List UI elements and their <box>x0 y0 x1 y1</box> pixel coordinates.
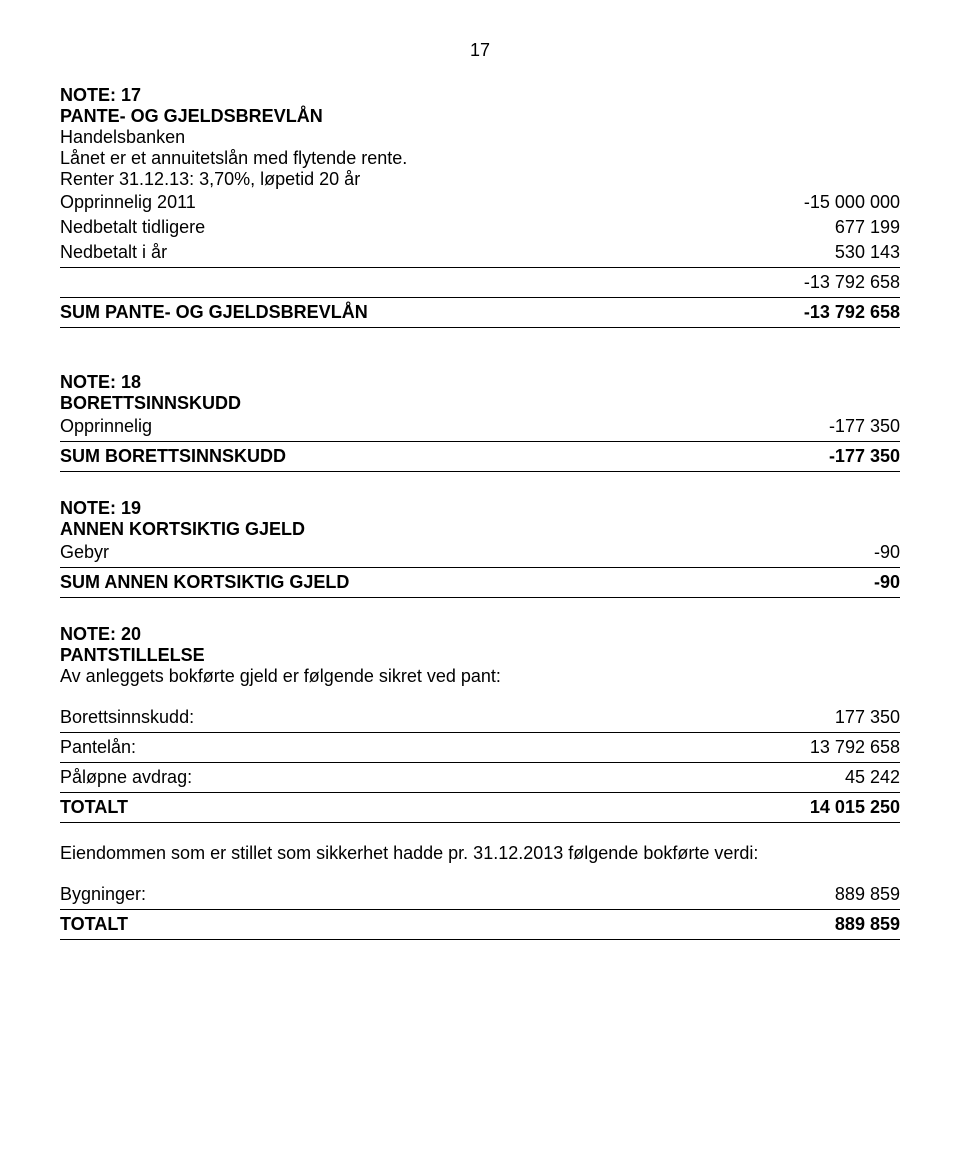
sum-row: SUM PANTE- OG GJELDSBREVLÅN -13 792 658 <box>60 300 900 325</box>
sum-row: SUM ANNEN KORTSIKTIG GJELD -90 <box>60 570 900 595</box>
divider <box>60 267 900 268</box>
row-label: Bygninger: <box>60 884 835 905</box>
row-label: Nedbetalt tidligere <box>60 217 835 238</box>
row-value: -90 <box>874 542 900 563</box>
sum-value: -90 <box>874 572 900 593</box>
note-17-title1: NOTE: 17 <box>60 85 900 106</box>
note-18-title1: NOTE: 18 <box>60 372 900 393</box>
sum-label: TOTALT <box>60 914 835 935</box>
note-17-subheader: Handelsbanken <box>60 127 900 148</box>
sum-value: 889 859 <box>835 914 900 935</box>
table-row: Opprinnelig 2011 -15 000 000 <box>60 190 900 215</box>
note-18: NOTE: 18 BORETTSINNSKUDD Opprinnelig -17… <box>60 372 900 472</box>
sum-label: SUM PANTE- OG GJELDSBREVLÅN <box>60 302 804 323</box>
divider <box>60 762 900 763</box>
row-value: 677 199 <box>835 217 900 238</box>
divider <box>60 792 900 793</box>
note-19-title2: ANNEN KORTSIKTIG GJELD <box>60 519 900 540</box>
note-18-title2: BORETTSINNSKUDD <box>60 393 900 414</box>
table-row: Gebyr -90 <box>60 540 900 565</box>
note-17: NOTE: 17 PANTE- OG GJELDSBREVLÅN Handels… <box>60 85 900 328</box>
row-label: Borettsinnskudd: <box>60 707 835 728</box>
row-label: Nedbetalt i år <box>60 242 835 263</box>
row-value: 13 792 658 <box>810 737 900 758</box>
note-20-title1: NOTE: 20 <box>60 624 900 645</box>
row-value: -15 000 000 <box>804 192 900 213</box>
sum-row: TOTALT 14 015 250 <box>60 795 900 820</box>
row-value: -13 792 658 <box>804 272 900 293</box>
divider <box>60 471 900 472</box>
row-value: 530 143 <box>835 242 900 263</box>
divider <box>60 327 900 328</box>
note-20-desc: Av anleggets bokførte gjeld er følgende … <box>60 666 900 687</box>
row-value: 889 859 <box>835 884 900 905</box>
row-label: Pantelån: <box>60 737 810 758</box>
table-row: Påløpne avdrag: 45 242 <box>60 765 900 790</box>
sum-value: 14 015 250 <box>810 797 900 818</box>
table-row: Nedbetalt i år 530 143 <box>60 240 900 265</box>
note-17-title2: PANTE- OG GJELDSBREVLÅN <box>60 106 900 127</box>
sum-value: -177 350 <box>829 446 900 467</box>
divider <box>60 441 900 442</box>
sum-value: -13 792 658 <box>804 302 900 323</box>
sum-label: TOTALT <box>60 797 810 818</box>
row-value: 45 242 <box>845 767 900 788</box>
sum-label: SUM BORETTSINNSKUDD <box>60 446 829 467</box>
divider <box>60 822 900 823</box>
subtotal-row: -13 792 658 <box>60 270 900 295</box>
row-label: Påløpne avdrag: <box>60 767 845 788</box>
note-17-desc1: Lånet er et annuitetslån med flytende re… <box>60 148 900 169</box>
divider <box>60 297 900 298</box>
divider <box>60 909 900 910</box>
row-label: Opprinnelig 2011 <box>60 192 804 213</box>
note-19-title1: NOTE: 19 <box>60 498 900 519</box>
row-label: Gebyr <box>60 542 874 563</box>
table-row: Borettsinnskudd: 177 350 <box>60 705 900 730</box>
note-20-footer-desc: Eiendommen som er stillet som sikkerhet … <box>60 843 900 864</box>
divider <box>60 732 900 733</box>
note-20-title2: PANTSTILLELSE <box>60 645 900 666</box>
note-19: NOTE: 19 ANNEN KORTSIKTIG GJELD Gebyr -9… <box>60 498 900 598</box>
divider <box>60 597 900 598</box>
row-label: Opprinnelig <box>60 416 829 437</box>
row-value: -177 350 <box>829 416 900 437</box>
row-value: 177 350 <box>835 707 900 728</box>
divider <box>60 567 900 568</box>
table-row: Nedbetalt tidligere 677 199 <box>60 215 900 240</box>
note-20: NOTE: 20 PANTSTILLELSE Av anleggets bokf… <box>60 624 900 940</box>
table-row: Opprinnelig -177 350 <box>60 414 900 439</box>
sum-label: SUM ANNEN KORTSIKTIG GJELD <box>60 572 874 593</box>
page-number: 17 <box>60 40 900 61</box>
sum-row: SUM BORETTSINNSKUDD -177 350 <box>60 444 900 469</box>
sum-row: TOTALT 889 859 <box>60 912 900 937</box>
divider <box>60 939 900 940</box>
note-17-desc2: Renter 31.12.13: 3,70%, løpetid 20 år <box>60 169 900 190</box>
table-row: Bygninger: 889 859 <box>60 882 900 907</box>
table-row: Pantelån: 13 792 658 <box>60 735 900 760</box>
